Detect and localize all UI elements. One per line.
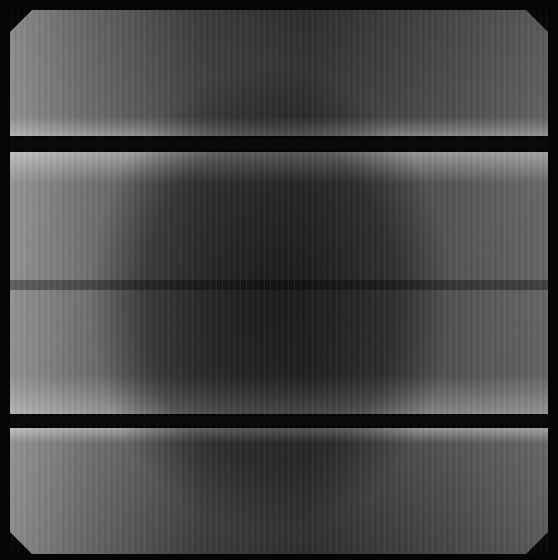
cell <box>10 10 548 560</box>
page <box>0 0 558 560</box>
gap-bottom <box>10 416 548 426</box>
finger-texture <box>10 10 548 554</box>
el-image <box>0 0 558 560</box>
gap-top <box>10 138 548 150</box>
